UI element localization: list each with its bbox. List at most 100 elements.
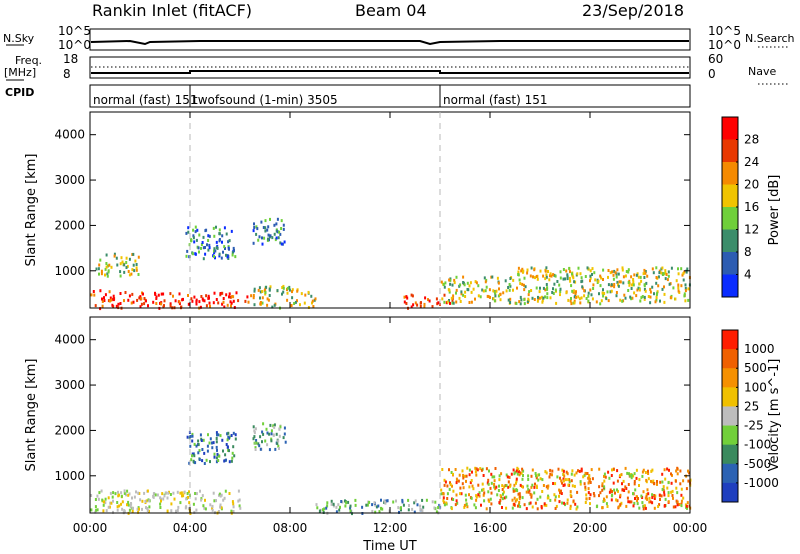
heatmap-cell — [182, 297, 184, 301]
heatmap-cell — [203, 506, 206, 510]
heatmap-cell — [221, 240, 223, 244]
heatmap-cell — [264, 219, 267, 223]
heatmap-cell — [458, 296, 461, 300]
heatmap-cell — [515, 302, 518, 305]
colorbar-swatch — [722, 444, 738, 465]
heatmap-cell — [643, 295, 646, 299]
heatmap-cell — [659, 299, 661, 303]
freq-label: Freq. — [15, 54, 42, 67]
heatmap-cell — [446, 497, 449, 500]
heatmap-cell — [148, 499, 151, 503]
heatmap-cell — [123, 489, 126, 493]
heatmap-cell — [332, 502, 335, 506]
heatmap-cell — [687, 287, 690, 291]
heatmap-cell — [549, 296, 552, 300]
heatmap-cell — [230, 229, 233, 233]
heatmap-cell — [169, 304, 172, 308]
heatmap-cell — [300, 292, 303, 296]
heatmap-cell — [570, 284, 573, 288]
heatmap-cell — [247, 300, 250, 304]
heatmap-cell — [105, 262, 108, 265]
heatmap-cell — [435, 510, 438, 514]
heatmap-cell — [221, 234, 224, 238]
heatmap-cell — [686, 267, 689, 271]
heatmap-cell — [619, 280, 622, 284]
nsky-tick-bottom: 10^0 — [58, 38, 91, 52]
heatmap-cell — [587, 291, 590, 295]
heatmap-cell — [403, 300, 406, 304]
heatmap-cell — [628, 283, 631, 287]
heatmap-cell — [116, 508, 119, 512]
heatmap-cell — [625, 504, 628, 508]
velocity-colorbar-label: Velocity [m s^-1] — [767, 359, 782, 472]
heatmap-cell — [465, 502, 468, 506]
colorbar-swatch — [722, 463, 738, 484]
heatmap-cell — [107, 496, 110, 500]
heatmap-cell — [661, 488, 664, 491]
heatmap-cell — [227, 240, 230, 244]
heatmap-cell — [633, 480, 636, 483]
heatmap-cell — [441, 468, 444, 471]
heatmap-cell — [465, 498, 468, 502]
heatmap-cell — [529, 274, 532, 278]
heatmap-cell — [339, 505, 341, 509]
heatmap-cell — [635, 273, 638, 277]
heatmap-cell — [643, 504, 646, 508]
heatmap-cell — [464, 295, 467, 298]
heatmap-cell — [589, 493, 592, 497]
colorbar-swatch — [722, 387, 738, 407]
heatmap-cell — [544, 269, 547, 273]
heatmap-cell — [186, 249, 189, 253]
heatmap-cell — [628, 472, 630, 476]
heatmap-cell — [201, 459, 204, 463]
heatmap-cell — [661, 480, 664, 484]
heatmap-cell — [416, 503, 419, 507]
heatmap-cell — [145, 499, 148, 503]
heatmap-cell — [523, 302, 526, 306]
heatmap-cell — [452, 498, 455, 501]
station-title: Rankin Inlet (fitACF) — [92, 1, 252, 20]
heatmap-cell — [485, 507, 488, 511]
colorbar-swatch — [722, 162, 738, 185]
heatmap-cell — [645, 478, 648, 482]
heatmap-cell — [138, 507, 140, 511]
heatmap-cell — [219, 505, 222, 509]
colorbar-swatch — [722, 139, 738, 163]
heatmap-cell — [647, 469, 649, 473]
heatmap-cell — [597, 279, 600, 283]
heatmap-cell — [266, 303, 269, 307]
heatmap-cell — [633, 482, 636, 486]
heatmap-cell — [131, 509, 134, 513]
nave-label: Nave — [748, 65, 776, 78]
heatmap-cell — [616, 268, 619, 272]
heatmap-cell — [277, 444, 280, 448]
heatmap-cell — [684, 283, 687, 287]
heatmap-cell — [143, 302, 146, 306]
heatmap-cell — [497, 294, 500, 298]
heatmap-cell — [586, 266, 589, 270]
heatmap-cell — [322, 508, 324, 512]
y-tick-label: 4000 — [54, 333, 85, 347]
x-tick-label: 20:00 — [573, 521, 608, 535]
heatmap-cell — [627, 289, 630, 292]
heatmap-cell — [208, 234, 211, 238]
heatmap-cell — [641, 474, 644, 478]
heatmap-cell — [278, 230, 281, 234]
heatmap-cell — [405, 302, 408, 305]
heatmap-cell — [232, 510, 235, 513]
heatmap-cell — [599, 491, 602, 495]
heatmap-cell — [458, 473, 461, 477]
heatmap-cell — [676, 466, 679, 470]
heatmap-cell — [507, 298, 510, 302]
heatmap-cell — [351, 512, 353, 516]
heatmap-cell — [291, 288, 294, 292]
velocity-ylabel: Slant Range [km] — [24, 359, 39, 472]
heatmap-cell — [547, 270, 549, 273]
heatmap-cell — [687, 479, 690, 483]
heatmap-cell — [344, 504, 347, 508]
heatmap-cell — [538, 473, 541, 477]
x-tick-label: 04:00 — [173, 521, 208, 535]
heatmap-cell — [206, 243, 208, 247]
heatmap-cell — [561, 481, 563, 485]
